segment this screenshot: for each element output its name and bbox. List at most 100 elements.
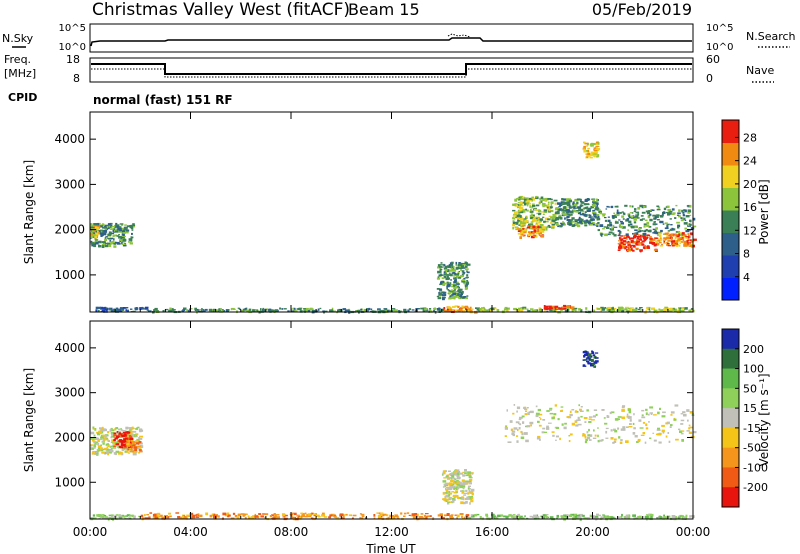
range-gate-cell bbox=[680, 419, 685, 422]
range-gate-cell bbox=[410, 515, 413, 517]
scatter-region bbox=[475, 306, 695, 314]
range-gate-cell bbox=[527, 225, 530, 227]
range-gate-cell bbox=[628, 426, 633, 428]
range-gate-cell bbox=[513, 217, 516, 220]
range-gate-cell bbox=[90, 444, 93, 446]
range-gate-cell bbox=[653, 249, 658, 251]
range-gate-cell bbox=[610, 429, 613, 432]
range-gate-cell bbox=[519, 220, 523, 224]
range-gate-cell bbox=[587, 149, 590, 152]
range-gate-cell bbox=[361, 515, 365, 518]
range-gate-cell bbox=[627, 244, 631, 246]
x-tick-label: 20:00 bbox=[575, 525, 610, 539]
range-gate-cell bbox=[100, 234, 103, 237]
range-gate-cell bbox=[298, 516, 302, 520]
range-gate-cell bbox=[423, 514, 427, 517]
range-gate-cell bbox=[114, 230, 119, 233]
range-gate-cell bbox=[630, 226, 635, 229]
range-gate-cell bbox=[469, 482, 472, 484]
range-gate-cell bbox=[449, 282, 452, 285]
scatter-region bbox=[617, 234, 659, 253]
range-gate-cell bbox=[443, 264, 446, 267]
range-gate-cell bbox=[453, 281, 458, 284]
range-gate-cell bbox=[500, 514, 504, 517]
range-gate-cell bbox=[420, 307, 424, 310]
range-gate-cell bbox=[113, 234, 118, 237]
range-gate-cell bbox=[621, 416, 626, 420]
range-gate-cell bbox=[529, 421, 534, 425]
range-gate-cell bbox=[344, 309, 349, 312]
range-gate-cell bbox=[130, 240, 133, 242]
range-gate-cell bbox=[464, 492, 468, 495]
range-gate-cell bbox=[425, 516, 428, 519]
velocity-colorbar-label: Velocity [m s⁻¹] bbox=[757, 373, 771, 466]
range-gate-cell bbox=[685, 516, 687, 519]
range-gate-cell bbox=[117, 428, 121, 430]
range-gate-cell bbox=[97, 432, 101, 436]
range-gate-cell bbox=[108, 449, 112, 451]
range-gate-cell bbox=[121, 243, 126, 245]
range-gate-cell bbox=[669, 307, 673, 311]
range-gate-cell bbox=[107, 431, 110, 434]
range-gate-cell bbox=[656, 214, 660, 217]
range-gate-cell bbox=[429, 515, 432, 517]
range-gate-cell bbox=[592, 201, 597, 204]
range-gate-cell bbox=[126, 517, 129, 520]
range-gate-cell bbox=[544, 204, 547, 207]
range-gate-cell bbox=[582, 433, 586, 437]
range-gate-cell bbox=[411, 309, 415, 311]
range-gate-cell bbox=[264, 516, 267, 519]
range-gate-cell bbox=[253, 309, 257, 312]
range-gate-cell bbox=[661, 243, 664, 246]
range-gate-cell bbox=[449, 264, 453, 267]
range-gate-cell bbox=[459, 483, 463, 485]
range-gate-cell bbox=[544, 431, 548, 433]
range-gate-cell bbox=[461, 273, 464, 277]
range-gate-cell bbox=[145, 306, 149, 309]
range-gate-cell bbox=[450, 500, 453, 503]
range-gate-cell bbox=[104, 428, 107, 432]
range-gate-cell bbox=[469, 491, 474, 494]
range-gate-cell bbox=[138, 449, 142, 451]
range-gate-cell bbox=[692, 217, 696, 221]
range-gate-cell bbox=[96, 229, 99, 231]
range-gate-cell bbox=[591, 419, 595, 421]
range-gate-cell bbox=[606, 205, 609, 208]
range-gate-cell bbox=[453, 292, 457, 295]
range-gate-cell bbox=[681, 515, 684, 518]
range-gate-cell bbox=[667, 432, 670, 434]
range-gate-cell bbox=[160, 514, 163, 518]
range-gate-cell bbox=[100, 444, 102, 446]
range-gate-cell bbox=[519, 195, 523, 198]
range-gate-cell bbox=[133, 440, 136, 444]
range-gate-cell bbox=[91, 439, 95, 442]
range-gate-cell bbox=[517, 204, 520, 207]
range-gate-cell bbox=[633, 245, 636, 248]
range-gate-cell bbox=[591, 205, 594, 209]
range-gate-cell bbox=[593, 147, 597, 149]
range-gate-cell bbox=[613, 212, 615, 215]
range-gate-cell bbox=[533, 229, 537, 232]
range-gate-cell bbox=[688, 427, 691, 430]
range-gate-cell bbox=[644, 515, 649, 519]
range-gate-cell bbox=[517, 209, 520, 213]
range-gate-cell bbox=[687, 212, 690, 214]
range-gate-cell bbox=[588, 418, 592, 420]
range-gate-cell bbox=[496, 309, 499, 312]
range-gate-cell bbox=[355, 310, 358, 313]
range-gate-cell bbox=[113, 432, 117, 435]
range-gate-cell bbox=[544, 197, 547, 200]
range-gate-cell bbox=[525, 439, 529, 443]
range-gate-cell bbox=[530, 208, 532, 212]
scatter-region bbox=[90, 514, 142, 521]
scatter-region bbox=[146, 307, 445, 314]
range-gate-cell bbox=[535, 196, 539, 200]
range-gate-cell bbox=[456, 486, 459, 488]
range-gate-cell bbox=[635, 244, 639, 246]
range-gate-cell bbox=[443, 477, 447, 479]
range-gate-cell bbox=[606, 225, 609, 229]
range-gate-cell bbox=[558, 206, 561, 208]
range-gate-cell bbox=[514, 211, 518, 215]
range-gate-cell bbox=[569, 413, 573, 417]
range-gate-cell bbox=[455, 469, 457, 472]
